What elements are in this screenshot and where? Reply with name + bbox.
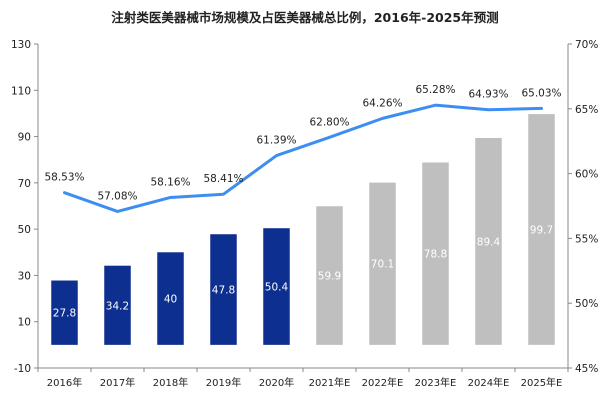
bar <box>263 228 290 345</box>
share-value-label: 65.03% <box>521 87 561 99</box>
y-right-tick-label: 45% <box>575 363 598 375</box>
bar <box>210 234 237 345</box>
bar-value-label: 40 <box>164 294 177 306</box>
y-right-tick-label: 70% <box>575 39 598 51</box>
y-right-tick-label: 60% <box>575 169 598 181</box>
x-tick-label: 2017年 <box>100 376 135 389</box>
share-value-label: 64.26% <box>362 97 402 109</box>
y-right-tick-label: 65% <box>575 104 598 116</box>
y-left-tick-label: 30 <box>18 270 31 282</box>
bar-value-label: 47.8 <box>212 285 235 297</box>
y-left-tick-label: 10 <box>18 317 31 329</box>
share-value-label: 58.16% <box>150 176 190 188</box>
share-line <box>63 103 543 213</box>
x-tick-label: 2021年E <box>309 376 351 389</box>
bar <box>157 252 184 345</box>
share-value-label: 62.80% <box>309 116 349 128</box>
bar <box>528 114 555 345</box>
bar <box>475 137 502 345</box>
bar-value-label: 34.2 <box>106 300 129 312</box>
share-value-label: 65.28% <box>415 84 455 96</box>
y-right-tick-label: 50% <box>575 298 598 310</box>
bar <box>51 280 78 345</box>
share-value-label: 57.08% <box>97 190 137 202</box>
x-tick-label: 2016年 <box>47 376 82 389</box>
bar <box>104 265 131 345</box>
bar <box>369 182 396 345</box>
bar <box>422 162 449 345</box>
y-left-tick-label: 90 <box>18 132 31 144</box>
bar-value-label: 50.4 <box>265 282 289 294</box>
share-value-label: 58.53% <box>44 172 84 184</box>
share-value-label: 64.93% <box>468 89 508 101</box>
bar-value-label: 89.4 <box>477 236 501 248</box>
share-value-label: 58.41% <box>203 173 243 185</box>
y-left-tick-label: 130 <box>11 39 31 51</box>
x-tick-label: 2024年E <box>468 376 510 389</box>
bar-value-label: 99.7 <box>530 224 553 236</box>
y-right-tick-label: 55% <box>575 233 598 245</box>
bar-value-label: 70.1 <box>371 259 394 271</box>
bar <box>316 206 343 345</box>
share-value-label: 61.39% <box>256 135 296 147</box>
bar-value-label: 59.9 <box>318 271 341 283</box>
y-left-tick-label: 70 <box>18 178 31 190</box>
x-tick-label: 2023年E <box>415 376 457 389</box>
chart-title: 注射类医美器械市场规模及占医美器械总比例，2016年-2025年预测 <box>111 10 498 25</box>
y-left-tick-label: 110 <box>11 85 31 97</box>
bar-value-label: 27.8 <box>53 308 76 320</box>
plot-area: 130 110 90 70 50 30 10 -10 70% 65% 60% 55% 50% 45% 27.… <box>11 39 598 389</box>
y-left-tick-label: -10 <box>14 363 31 375</box>
y-left-tick-label: 50 <box>18 224 31 236</box>
x-tick-label: 2022年E <box>362 376 404 389</box>
bar-value-label: 78.8 <box>424 249 447 261</box>
x-tick-label: 2019年 <box>206 376 241 389</box>
x-tick-label: 2018年 <box>153 376 188 389</box>
x-tick-label: 2020年 <box>259 376 294 389</box>
x-tick-label: 2025年E <box>521 376 563 389</box>
